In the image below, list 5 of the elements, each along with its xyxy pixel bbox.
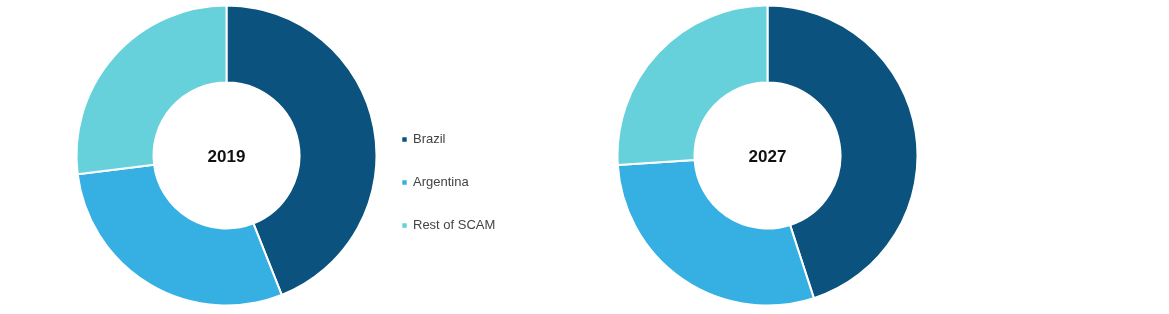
text: 2019 [207, 146, 246, 166]
legend-label: Argentina [413, 174, 469, 189]
legend-label: Brazil [413, 131, 446, 146]
legend-label: Rest of SCAM [413, 217, 496, 232]
text: 2027 [748, 146, 787, 166]
